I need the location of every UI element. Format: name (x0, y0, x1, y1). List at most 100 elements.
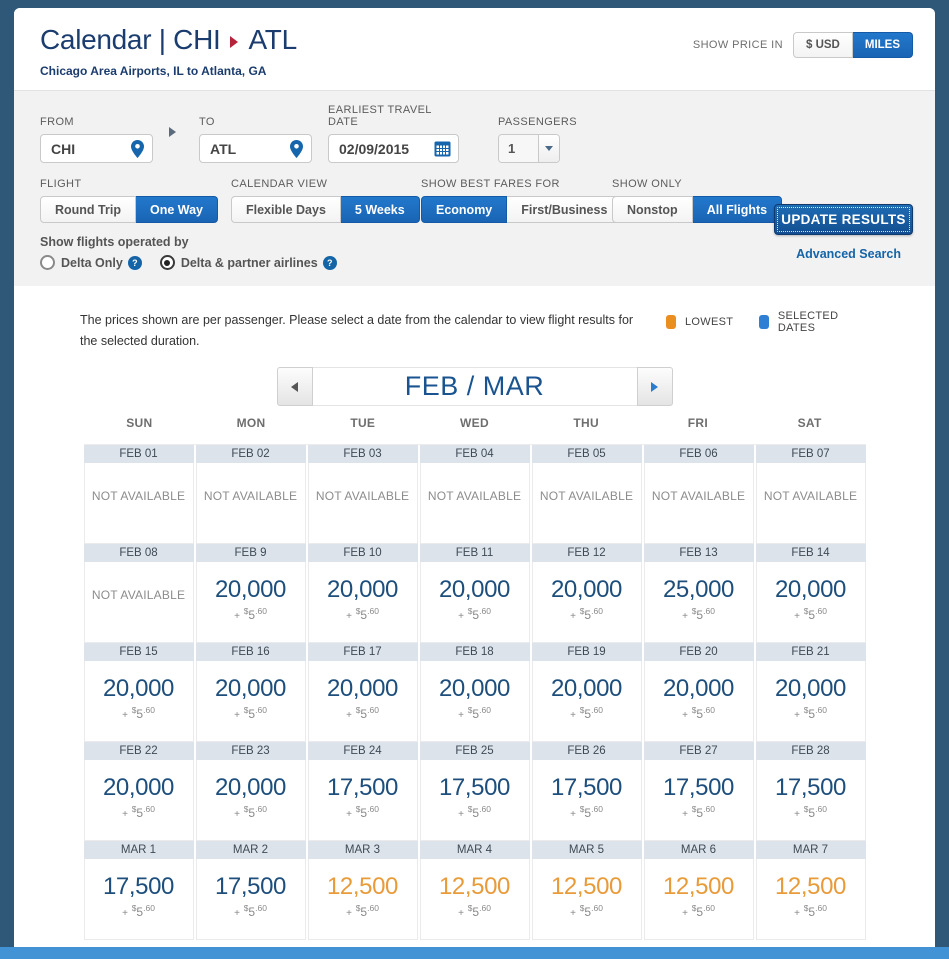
calendar-view-option-5-weeks[interactable]: 5 Weeks (340, 196, 420, 223)
calendar-view-option-flexible-days[interactable]: Flexible Days (231, 196, 341, 223)
advanced-search-link[interactable]: Advanced Search (796, 247, 901, 261)
day-cell-feb-23[interactable]: 20,000 + $5.60 (195, 760, 306, 842)
taxes-fees: + $5.60 (682, 804, 715, 821)
help-icon[interactable]: ? (127, 255, 142, 270)
operated-by-radios: Delta Only? Delta & partner airlines? (40, 255, 913, 270)
update-results-button[interactable]: UPDATE RESULTS (774, 204, 913, 235)
day-cell-feb-13[interactable]: 25,000 + $5.60 (643, 562, 754, 644)
day-cell-feb-9[interactable]: 20,000 + $5.60 (195, 562, 306, 644)
day-cell-mar-6[interactable]: 12,500 + $5.60 (643, 859, 754, 941)
price-unit-toggle: $ USD MILES (792, 32, 913, 58)
day-cell-feb-12[interactable]: 20,000 + $5.60 (531, 562, 642, 644)
radio-delta-partner-airlines[interactable]: Delta & partner airlines? (159, 255, 337, 270)
price-unit-option-miles[interactable]: MILES (852, 32, 913, 58)
day-cell-mar-7[interactable]: 12,500 + $5.60 (755, 859, 866, 941)
miles-price: 20,000 (438, 675, 510, 703)
day-cell-feb-14[interactable]: 20,000 + $5.60 (755, 562, 866, 644)
fare-calendar: FEB / MAR SUN MON TUE WED THU FRI SAT FEB 01 FE… (83, 367, 866, 941)
not-available-label: NOT AVAILABLE (539, 489, 634, 504)
miles-price: 20,000 (326, 576, 398, 604)
miles-price: 12,500 (774, 873, 846, 901)
show-only-option-all-flights[interactable]: All Flights (692, 196, 783, 223)
flight-option-one-way[interactable]: One Way (135, 196, 218, 223)
date-label-mar-4: MAR 4 (419, 841, 530, 860)
date-label-feb-06: FEB 06 (643, 445, 754, 464)
day-cell-feb-06[interactable]: NOT AVAILABLE (643, 463, 754, 545)
day-cell-feb-25[interactable]: 17,500 + $5.60 (419, 760, 530, 842)
note-line-2: the selected duration. (80, 333, 200, 348)
day-cell-feb-02[interactable]: NOT AVAILABLE (195, 463, 306, 545)
day-cell-feb-17[interactable]: 20,000 + $5.60 (307, 661, 418, 743)
show-price-in-label: SHOW PRICE IN (692, 39, 783, 51)
prev-month-button[interactable] (276, 367, 313, 407)
price-unit-option-usd[interactable]: $ USD (792, 32, 853, 58)
best-fares-option-economy[interactable]: Economy (421, 196, 508, 223)
miles-price: 20,000 (550, 576, 622, 604)
day-cell-feb-26[interactable]: 17,500 + $5.60 (531, 760, 642, 842)
next-month-button[interactable] (636, 367, 673, 407)
day-cell-feb-22[interactable]: 20,000 + $5.60 (83, 760, 194, 842)
day-cell-feb-01[interactable]: NOT AVAILABLE (83, 463, 194, 545)
title-origin: Calendar | CHI (40, 24, 221, 55)
miles-price: 12,500 (662, 873, 734, 901)
not-available-label: NOT AVAILABLE (203, 489, 298, 504)
day-cell-feb-11[interactable]: 20,000 + $5.60 (419, 562, 530, 644)
day-cell-feb-10[interactable]: 20,000 + $5.60 (307, 562, 418, 644)
not-available-label: NOT AVAILABLE (763, 489, 858, 504)
day-cell-mar-5[interactable]: 12,500 + $5.60 (531, 859, 642, 941)
day-cell-feb-28[interactable]: 17,500 + $5.60 (755, 760, 866, 842)
from-to-arrow-icon (169, 127, 176, 137)
date-label-feb-12: FEB 12 (531, 544, 642, 563)
not-available-label: NOT AVAILABLE (651, 489, 746, 504)
passengers-select[interactable] (498, 134, 560, 163)
week-date-strip: FEB 22 FEB 23 FEB 24 FEB 25 FEB 26 FEB 27 FEB … (83, 742, 866, 761)
day-cell-feb-24[interactable]: 17,500 + $5.60 (307, 760, 418, 842)
radio-circle-icon[interactable] (40, 255, 55, 270)
day-cell-feb-16[interactable]: 20,000 + $5.60 (195, 661, 306, 743)
radio-delta-only[interactable]: Delta Only? (40, 255, 142, 270)
legend: LOWEST SELECTED DATES (666, 310, 875, 334)
radio-circle-icon[interactable] (159, 255, 175, 270)
taxes-fees: + $5.60 (122, 804, 155, 821)
day-cell-mar-2[interactable]: 17,500 + $5.60 (195, 859, 306, 941)
calendar-icon[interactable] (434, 140, 451, 162)
day-cell-feb-27[interactable]: 17,500 + $5.60 (643, 760, 754, 842)
calendar-nav: FEB / MAR (84, 367, 866, 407)
day-cell-mar-4[interactable]: 12,500 + $5.60 (419, 859, 530, 941)
day-cell-feb-15[interactable]: 20,000 + $5.60 (83, 661, 194, 743)
day-cell-mar-3[interactable]: 12,500 + $5.60 (307, 859, 418, 941)
day-cell-mar-1[interactable]: 17,500 + $5.60 (83, 859, 194, 941)
day-cell-feb-07[interactable]: NOT AVAILABLE (755, 463, 866, 545)
miles-price: 25,000 (662, 576, 734, 604)
best-fares-option-first-business[interactable]: First/Business (507, 196, 623, 223)
date-label-feb-07: FEB 07 (755, 445, 866, 464)
show-only-option-nonstop[interactable]: Nonstop (612, 196, 693, 223)
not-available-label: NOT AVAILABLE (91, 489, 186, 504)
miles-price: 20,000 (214, 675, 286, 703)
passengers-value[interactable] (499, 135, 538, 162)
taxes-fees: + $5.60 (458, 705, 491, 722)
day-cell-feb-18[interactable]: 20,000 + $5.60 (419, 661, 530, 743)
search-form: FROM TO EARLIEST TRAV (14, 90, 935, 286)
from-label: FROM (40, 116, 74, 128)
price-toggle-block: SHOW PRICE IN $ USD MILES (693, 32, 913, 58)
to-label: TO (199, 116, 215, 128)
operated-by-block: Show flights operated by Delta Only? Delt… (40, 235, 913, 270)
passengers-label: PASSENGERS (498, 116, 577, 128)
day-cell-feb-08[interactable]: NOT AVAILABLE (83, 562, 194, 644)
day-cell-feb-03[interactable]: NOT AVAILABLE (307, 463, 418, 545)
date-label-feb-14: FEB 14 (755, 544, 866, 563)
form-row-toggles: FLIGHT Round Trip One Way CALENDAR VIEW F… (40, 178, 913, 223)
passengers-dropdown-button[interactable] (538, 135, 559, 162)
day-cell-feb-21[interactable]: 20,000 + $5.60 (755, 661, 866, 743)
day-cell-feb-20[interactable]: 20,000 + $5.60 (643, 661, 754, 743)
flight-toggle-group: FLIGHT Round Trip One Way (40, 178, 231, 223)
day-cell-feb-04[interactable]: NOT AVAILABLE (419, 463, 530, 545)
taxes-fees: + $5.60 (458, 606, 491, 623)
day-cell-feb-05[interactable]: NOT AVAILABLE (531, 463, 642, 545)
calendar-section: The prices shown are per passenger. Plea… (14, 286, 935, 941)
miles-price: 17,500 (102, 873, 174, 901)
help-icon[interactable]: ? (322, 255, 337, 270)
day-cell-feb-19[interactable]: 20,000 + $5.60 (531, 661, 642, 743)
flight-option-round-trip[interactable]: Round Trip (40, 196, 136, 223)
